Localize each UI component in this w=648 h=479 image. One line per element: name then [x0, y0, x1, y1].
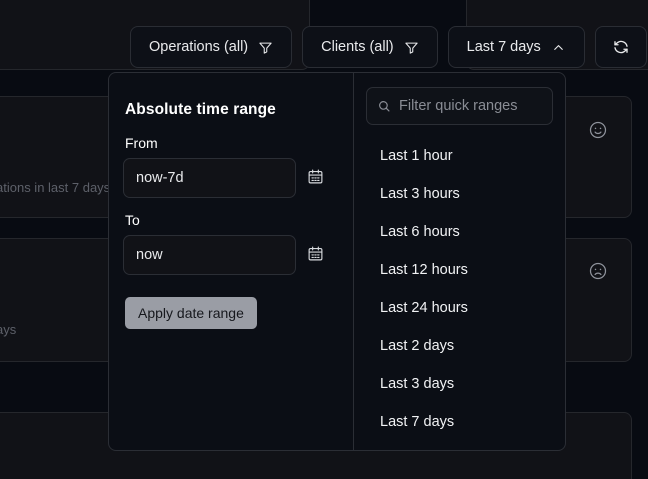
quick-range-item[interactable]: Last 7 days [380, 414, 455, 430]
frowning-face-icon [588, 261, 608, 286]
clients-filter-label: Clients (all) [321, 39, 394, 55]
quick-ranges-search-input[interactable] [366, 87, 553, 125]
time-range-button[interactable]: Last 7 days [447, 26, 585, 68]
refresh-icon [612, 38, 630, 56]
calendar-icon [307, 245, 324, 265]
quick-ranges-list: Last 1 hour Last 3 hours Last 6 hours La… [354, 137, 565, 441]
quick-range-item[interactable]: Last 24 hours [380, 300, 468, 316]
from-calendar-button[interactable] [307, 168, 324, 188]
quick-ranges-section: Last 1 hour Last 3 hours Last 6 hours La… [354, 73, 565, 450]
absolute-time-range-section: Absolute time range From To [109, 73, 354, 450]
background-card-one-caption: ations in last 7 days [0, 180, 111, 195]
quick-range-item[interactable]: Last 2 days [380, 338, 455, 354]
chevron-up-icon [551, 40, 566, 55]
from-field-row [123, 158, 331, 198]
apply-date-range-button[interactable]: Apply date range [125, 297, 257, 329]
time-range-picker-panel: Absolute time range From To [108, 72, 566, 451]
from-label: From [125, 135, 158, 151]
operations-filter-button[interactable]: Operations (all) [130, 26, 293, 68]
to-label: To [125, 212, 140, 228]
quick-range-item[interactable]: Last 1 hour [380, 148, 453, 164]
absolute-time-range-title: Absolute time range [125, 101, 276, 118]
to-input[interactable] [123, 235, 296, 275]
refresh-button[interactable] [594, 26, 647, 68]
to-calendar-button[interactable] [307, 245, 324, 265]
background-card-three-caption: ays [0, 322, 17, 337]
clients-filter-button[interactable]: Clients (all) [302, 26, 438, 68]
quick-range-item[interactable]: Last 3 days [380, 376, 455, 392]
smiley-face-icon [588, 120, 608, 145]
operations-filter-label: Operations (all) [149, 39, 249, 55]
from-input[interactable] [123, 158, 296, 198]
quick-range-item[interactable]: Last 3 hours [380, 186, 460, 202]
quick-range-item[interactable]: Last 6 hours [380, 224, 460, 240]
filter-icon [258, 40, 273, 55]
time-range-label: Last 7 days [466, 39, 541, 55]
calendar-icon [307, 168, 324, 188]
quick-ranges-search-wrap [366, 87, 553, 125]
filters-toolbar: Operations (all) Clients (all) Last 7 da… [130, 26, 647, 68]
quick-range-item[interactable]: Last 12 hours [380, 262, 468, 278]
filter-icon [404, 40, 419, 55]
to-field-row [123, 235, 331, 275]
